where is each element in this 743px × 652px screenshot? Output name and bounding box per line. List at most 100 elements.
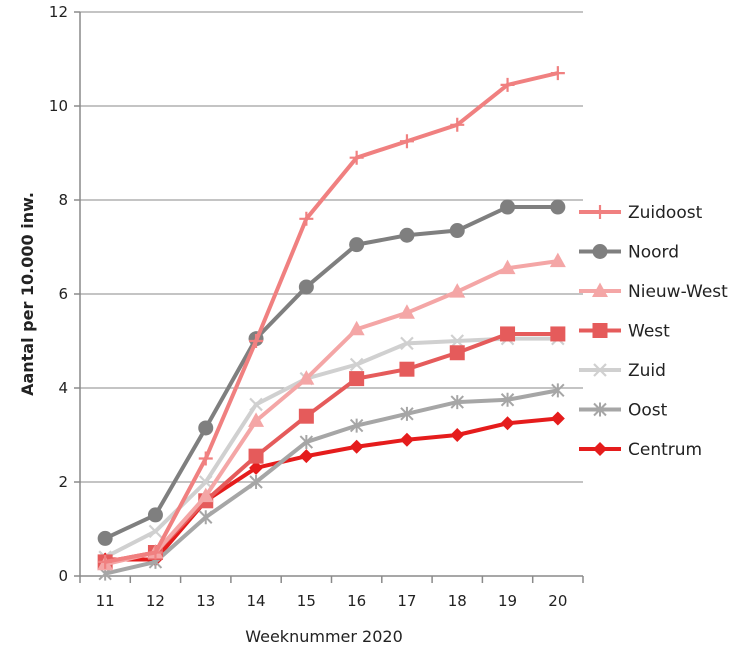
x-tick-label: 12 <box>146 592 165 610</box>
data-point-zuid <box>148 524 163 539</box>
data-point-zuidoost <box>500 77 515 92</box>
x-tick-label: 17 <box>397 592 416 610</box>
legend-marker <box>593 402 607 417</box>
data-point-oost <box>349 418 364 433</box>
data-point-zuidoost <box>450 117 465 132</box>
x-tick-label: 14 <box>247 592 266 610</box>
data-point-west <box>349 371 365 387</box>
data-point-zuidoost <box>399 134 414 149</box>
data-point-nieuw-west <box>398 304 415 319</box>
data-point-nieuw-west <box>549 252 566 268</box>
y-tick-label: 12 <box>49 3 68 21</box>
legend-marker <box>593 363 607 377</box>
data-point-centrum <box>450 428 465 442</box>
legend-item-zuidoost: Zuidoost <box>579 203 703 223</box>
x-tick-label: 18 <box>448 592 467 610</box>
data-point-west <box>399 361 415 377</box>
data-point-zuidoost <box>148 545 163 560</box>
legend-label: Zuidoost <box>628 203 703 223</box>
series-line-zuid <box>104 336 558 559</box>
data-point-zuid <box>249 397 263 412</box>
gridlines <box>80 11 583 483</box>
legend-label: West <box>628 322 670 342</box>
axes <box>74 11 584 583</box>
data-point-zuidoost <box>198 451 213 466</box>
data-point-zuidoost <box>349 150 364 165</box>
legend-label: Nieuw-West <box>628 282 728 302</box>
data-point-centrum <box>550 411 565 426</box>
data-point-west <box>449 345 465 361</box>
series-line-nieuw-west <box>104 259 559 567</box>
legend-marker <box>592 323 608 338</box>
data-point-zuid <box>349 357 364 372</box>
series-lines <box>97 66 566 581</box>
y-tick-label: 2 <box>58 473 68 491</box>
legend-label: Noord <box>628 243 679 263</box>
data-point-nieuw-west <box>449 283 466 298</box>
data-point-nieuw-west <box>197 487 214 503</box>
x-tick-label: 20 <box>548 592 567 610</box>
y-tick-label: 8 <box>58 191 68 209</box>
x-axis-label: Weeknummer 2020 <box>245 627 403 646</box>
data-point-centrum <box>500 416 515 431</box>
data-point-noord <box>147 507 163 523</box>
y-tick-label: 10 <box>49 97 68 115</box>
legend-marker <box>592 282 608 297</box>
data-point-noord <box>349 237 365 253</box>
legend-marker <box>592 244 608 259</box>
data-point-noord <box>97 530 113 546</box>
series-zuidoost <box>98 66 565 569</box>
y-tick-label: 4 <box>58 379 68 397</box>
data-point-oost <box>400 406 414 421</box>
data-point-centrum <box>349 439 364 454</box>
data-point-oost <box>551 383 565 398</box>
data-point-centrum <box>399 432 414 447</box>
data-point-zuidoost <box>550 66 565 81</box>
series-line-noord <box>104 205 558 541</box>
series-nieuw-west <box>97 252 566 571</box>
legend: Zuidoost Noord Nieuw-West West Zuid Oost Centr… <box>579 203 728 460</box>
data-point-noord <box>198 420 214 436</box>
data-point-nieuw-west <box>298 370 315 385</box>
data-point-zuidoost <box>98 554 113 569</box>
data-point-noord <box>399 227 415 243</box>
y-axis-ticks: 0 2 4 6 8 10 12 <box>49 3 68 585</box>
data-point-west <box>550 326 566 342</box>
series-line-zuidoost <box>104 71 559 564</box>
x-axis-ticks: 11 12 13 14 15 16 17 18 19 20 <box>96 592 568 610</box>
data-point-oost <box>249 475 263 489</box>
legend-item-west: West <box>579 322 670 342</box>
x-tick-label: 11 <box>96 592 115 610</box>
x-tick-label: 19 <box>498 592 517 610</box>
legend-label: Oost <box>628 401 668 421</box>
series-line-oost <box>104 388 559 576</box>
legend-marker <box>593 205 607 219</box>
data-point-oost <box>299 435 314 450</box>
y-tick-label: 0 <box>58 567 68 585</box>
legend-item-centrum: Centrum <box>579 440 702 460</box>
series-line-centrum <box>105 416 559 562</box>
data-point-centrum <box>299 449 314 464</box>
data-point-noord <box>449 223 465 239</box>
data-point-noord <box>550 199 566 215</box>
data-point-nieuw-west <box>499 259 516 275</box>
x-tick-label: 15 <box>297 592 316 610</box>
data-point-oost <box>500 392 515 407</box>
x-tick-label: 13 <box>196 592 215 610</box>
data-point-zuid <box>400 336 414 351</box>
series-line-west <box>104 331 558 564</box>
legend-label: Zuid <box>628 361 666 381</box>
data-point-west <box>298 408 314 424</box>
legend-item-nieuw-west: Nieuw-West <box>579 282 728 302</box>
legend-label: Centrum <box>628 440 702 460</box>
data-point-nieuw-west <box>348 320 365 336</box>
data-point-zuidoost <box>299 211 314 226</box>
legend-marker <box>593 442 607 456</box>
data-point-nieuw-west <box>248 412 265 427</box>
data-point-west <box>248 448 264 464</box>
data-point-zuidoost <box>249 334 264 348</box>
legend-item-oost: Oost <box>579 401 668 421</box>
data-point-centrum <box>249 460 264 475</box>
legend-item-zuid: Zuid <box>579 361 666 381</box>
